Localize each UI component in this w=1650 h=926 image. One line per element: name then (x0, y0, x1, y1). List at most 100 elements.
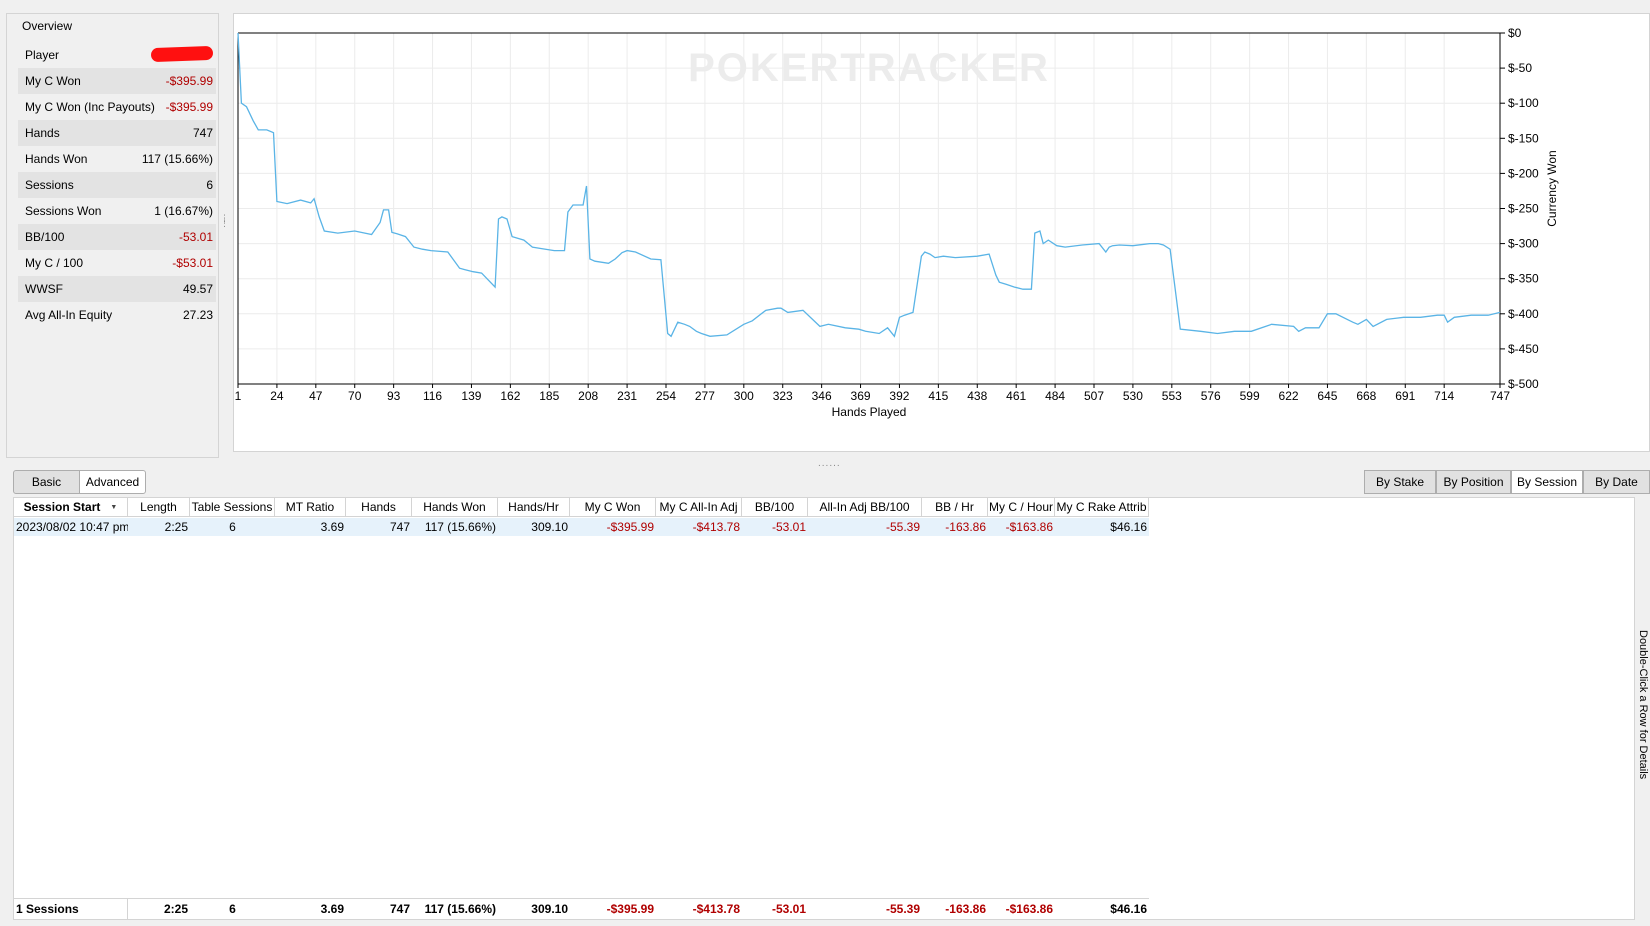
by-session-tab[interactable]: By Session (1511, 470, 1583, 494)
column-header-label: Length (140, 500, 177, 514)
y-tick-label: $-100 (1508, 96, 1539, 110)
y-tick-label: $-350 (1508, 272, 1539, 286)
table-cell: -$413.78 (692, 520, 740, 534)
column-header[interactable]: My C Won (570, 498, 656, 516)
column-header[interactable]: MT Ratio (275, 498, 346, 516)
by-position-tab[interactable]: By Position (1436, 470, 1511, 494)
overview-row-value: 1 (16.67%) (154, 204, 213, 218)
footer-cell: -55.39 (885, 902, 920, 916)
x-tick-label: 747 (1490, 389, 1510, 403)
column-header[interactable]: My C / Hour (988, 498, 1055, 516)
column-header[interactable]: Hands Won (412, 498, 498, 516)
overview-row: BB/100 -53.01 (18, 224, 216, 250)
column-header[interactable]: Hands/Hr (498, 498, 570, 516)
double-click-hint-text: Double-Click a Row for Details (1637, 630, 1649, 780)
overview-row-value: 27.23 (182, 308, 213, 322)
by-stake-tab[interactable]: By Stake (1364, 470, 1436, 494)
column-header-label: My C Won (584, 500, 641, 514)
overview-row-label: Sessions Won (25, 204, 102, 218)
overview-row-label: Player (25, 48, 60, 62)
footer-cell: $46.16 (1110, 902, 1147, 916)
y-tick-label: $-150 (1508, 131, 1539, 145)
overview-row: Sessions 6 (18, 172, 216, 198)
column-header[interactable]: My C Rake Attrib (1055, 498, 1149, 516)
x-tick-label: 415 (928, 389, 948, 403)
x-tick-label: 369 (851, 389, 871, 403)
footer-cell: -163.86 (945, 902, 986, 916)
overview-row: My C / 100 -$53.01 (18, 250, 216, 276)
x-tick-label: 116 (423, 389, 442, 403)
x-tick-label: 622 (1279, 389, 1299, 403)
x-tick-label: 47 (309, 389, 323, 403)
column-header-label: All-In Adj BB/100 (819, 500, 910, 514)
basic-view-button[interactable]: Basic (13, 470, 80, 494)
footer-cell: 747 (389, 902, 410, 916)
table-cell: 747 (389, 520, 410, 534)
overview-row-label: My C / 100 (25, 256, 84, 270)
table-cell: -53.01 (771, 520, 806, 534)
overview-row-label: Hands (25, 126, 60, 140)
footer-cell: 3.69 (320, 902, 344, 916)
column-header-label: Session Start (23, 500, 101, 514)
table-cell: $46.16 (1110, 520, 1147, 534)
x-tick-label: 185 (539, 389, 559, 403)
column-header-label: Table Sessions (191, 500, 273, 514)
overview-row-label: My C Won (25, 74, 81, 88)
footer-cell: -53.01 (771, 902, 806, 916)
footer-cell: 2:25 (163, 902, 188, 916)
x-tick-label: 346 (812, 389, 832, 403)
column-header[interactable]: My C All-In Adj (656, 498, 742, 516)
column-header[interactable]: Table Sessions (190, 498, 275, 516)
sessions-table: Session Start ▼ Length Table Sessions MT Rat… (13, 497, 1635, 920)
overview-row: WWSF 49.57 (18, 276, 216, 302)
table-row[interactable]: 2023/08/02 10:47 pm 2:25 6 3.69 747 117 (15.6… (14, 518, 1149, 536)
overview-row: Hands 747 (18, 120, 216, 146)
x-tick-label: 484 (1045, 389, 1065, 403)
table-cell: 2023/08/02 10:47 pm (16, 520, 128, 534)
column-header[interactable]: BB / Hr (922, 498, 988, 516)
column-header-label: Hands Won (423, 500, 486, 514)
table-cell: -55.39 (885, 520, 920, 534)
column-header[interactable]: Session Start ▼ (14, 498, 128, 516)
x-tick-label: 231 (617, 389, 637, 403)
results-line (237, 32, 1501, 338)
overview-row: Sessions Won 1 (16.67%) (18, 198, 216, 224)
column-header-label: My C All-In Adj (659, 500, 738, 514)
footer-cell: -$163.86 (1005, 902, 1053, 916)
column-header-label: Hands (361, 500, 396, 514)
x-tick-label: 691 (1395, 389, 1415, 403)
column-header[interactable]: BB/100 (742, 498, 808, 516)
overview-row: Avg All-In Equity 27.23 (18, 302, 216, 328)
y-tick-label: $0 (1508, 26, 1522, 40)
overview-row-value: 747 (192, 126, 213, 140)
column-header[interactable]: All-In Adj BB/100 (808, 498, 922, 516)
column-header-label: My C Rake Attrib (1056, 500, 1147, 514)
x-tick-label: 576 (1201, 389, 1221, 403)
overview-panel: Overview Player My C Won -$395.99 My C Won … (6, 13, 219, 458)
horizontal-splitter-handle[interactable]: ...... (818, 458, 841, 469)
y-tick-label: $-200 (1508, 166, 1539, 180)
y-tick-label: $-450 (1508, 342, 1539, 356)
table-cell: 117 (15.66%) (424, 520, 496, 534)
footer-cell: -$413.78 (692, 902, 740, 916)
by-date-tab[interactable]: By Date (1583, 470, 1650, 494)
footer-cell: 1 Sessions (14, 899, 128, 919)
y-tick-label: $-250 (1508, 202, 1539, 216)
column-header-label: BB/100 (754, 500, 795, 514)
column-header-label: BB / Hr (935, 500, 974, 514)
advanced-view-button[interactable]: Advanced (79, 470, 146, 494)
overview-stats-list: Player My C Won -$395.99 My C Won (Inc Payo… (18, 42, 216, 328)
vertical-splitter-handle[interactable]: ⋮ ⋮ (220, 213, 229, 228)
x-tick-label: 24 (270, 389, 284, 403)
x-tick-label: 438 (967, 389, 987, 403)
x-tick-label: 162 (500, 389, 520, 403)
x-tick-label: 714 (1434, 389, 1454, 403)
column-header[interactable]: Length (128, 498, 190, 516)
footer-cell: -$395.99 (606, 902, 654, 916)
column-header[interactable]: Hands (346, 498, 412, 516)
double-click-hint: Double-Click a Row for Details (1637, 630, 1649, 780)
overview-row-value: 6 (206, 178, 213, 192)
footer-cell: 309.10 (531, 902, 568, 916)
overview-row-value: 117 (15.66%) (141, 152, 213, 166)
overview-row-label: Hands Won (25, 152, 88, 166)
